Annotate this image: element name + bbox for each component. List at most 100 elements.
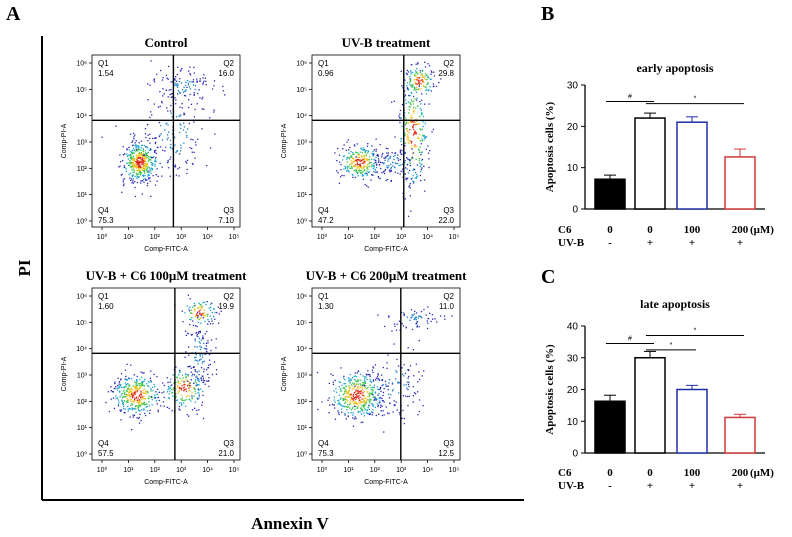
- flow-dot: [135, 172, 138, 174]
- flow-y-tick-label: 10⁶: [76, 61, 87, 68]
- flow-dot: [356, 155, 358, 158]
- flow-dot: [345, 418, 347, 420]
- flow-dot: [392, 165, 394, 167]
- flow-x-title: Comp-FITC-A: [364, 479, 408, 486]
- flow-dot: [407, 177, 409, 179]
- flow-dot: [380, 404, 382, 406]
- flow-dot: [135, 150, 137, 153]
- flow-dot: [410, 104, 412, 106]
- flow-dot: [383, 431, 385, 433]
- flow-dot: [411, 84, 413, 86]
- flow-dot: [412, 395, 414, 397]
- flow-dot: [192, 373, 194, 375]
- flow-dot: [178, 115, 180, 117]
- flow-dot: [142, 381, 144, 383]
- flow-dot: [422, 121, 424, 123]
- flow-dot: [134, 159, 136, 161]
- flow-dot: [143, 401, 145, 404]
- significance-label: *: [694, 328, 697, 335]
- flow-dot: [363, 166, 365, 169]
- flow-dot: [149, 409, 151, 412]
- flow-dot: [137, 163, 140, 165]
- flow-dot: [179, 402, 181, 404]
- flow-dot: [377, 388, 379, 391]
- flow-dot: [414, 130, 416, 132]
- flow-dot: [412, 126, 414, 129]
- flow-dot: [360, 401, 362, 403]
- flow-dot: [343, 405, 345, 407]
- flow-dot: [181, 394, 183, 397]
- flow-y-tick-label: 10⁴: [296, 346, 307, 353]
- flow-dot: [353, 166, 355, 168]
- flow-dot: [156, 403, 158, 405]
- flow-dot: [367, 395, 369, 398]
- flow-dot: [362, 401, 365, 403]
- flow-x-tick-label: 10²: [150, 467, 161, 474]
- flow-dot: [141, 163, 143, 165]
- flow-dot: [405, 326, 407, 328]
- flow-dot: [176, 85, 178, 87]
- flow-dot: [379, 401, 381, 404]
- flow-dot: [381, 156, 383, 158]
- flow-dot: [357, 411, 359, 413]
- flow-dot: [132, 168, 134, 170]
- flow-dot: [411, 148, 413, 150]
- flow-dot: [118, 386, 120, 388]
- flow-dot: [366, 185, 368, 187]
- flow-dot: [345, 396, 347, 399]
- flow-dot: [183, 122, 185, 124]
- flow-dot: [124, 408, 126, 410]
- flow-dot: [364, 152, 366, 154]
- flow-dot: [418, 81, 420, 83]
- flow-dot: [131, 403, 133, 405]
- flow-dot: [368, 401, 370, 403]
- flow-dot: [356, 376, 358, 378]
- flow-dot: [355, 403, 358, 405]
- flow-dot: [338, 413, 340, 416]
- flow-dot: [383, 172, 386, 175]
- flow-dot: [180, 402, 183, 404]
- flow-dot: [154, 142, 156, 145]
- flow-dot: [139, 413, 141, 415]
- flow-dot: [126, 155, 129, 157]
- flow-dot: [356, 394, 358, 397]
- flow-dot: [150, 159, 152, 161]
- flow-dot: [198, 318, 200, 321]
- q4-value: 47.2: [318, 216, 334, 225]
- flow-dot: [176, 83, 178, 85]
- flow-dot: [137, 176, 140, 179]
- bar-3: [676, 388, 708, 454]
- flow-dot: [386, 155, 388, 157]
- flow-dot: [348, 171, 350, 173]
- flow-dot: [385, 383, 387, 385]
- significance-label: #: [628, 94, 632, 101]
- flow-dot: [355, 391, 357, 393]
- flow-dot: [427, 82, 429, 84]
- bar-3: [676, 121, 708, 210]
- flow-dot: [407, 172, 410, 174]
- flow-dot: [208, 380, 210, 382]
- flow-dot: [391, 152, 393, 154]
- flow-dot: [193, 374, 196, 376]
- flow-dot: [168, 397, 171, 399]
- flow-dot: [140, 152, 142, 154]
- flow-dot: [335, 388, 337, 390]
- flow-dot: [416, 325, 418, 327]
- flow-dot: [411, 86, 413, 88]
- flow-plot-2: UV-B treatmentQ10.96Q229.8Q322.0Q447.210…: [281, 35, 461, 253]
- flow-dot: [135, 154, 138, 156]
- flow-dot: [419, 107, 422, 110]
- flow-dot: [397, 157, 399, 160]
- flow-dot: [202, 302, 204, 304]
- flow-dot: [419, 116, 421, 118]
- flow-dot: [396, 156, 398, 159]
- flow-dot: [363, 161, 365, 163]
- flow-dot: [174, 79, 176, 81]
- flow-dot: [409, 116, 411, 119]
- flow-dot: [202, 335, 204, 337]
- flow-dot: [183, 86, 185, 89]
- flow-dot: [420, 154, 422, 156]
- flow-dot: [421, 138, 423, 140]
- flow-dot: [161, 100, 163, 103]
